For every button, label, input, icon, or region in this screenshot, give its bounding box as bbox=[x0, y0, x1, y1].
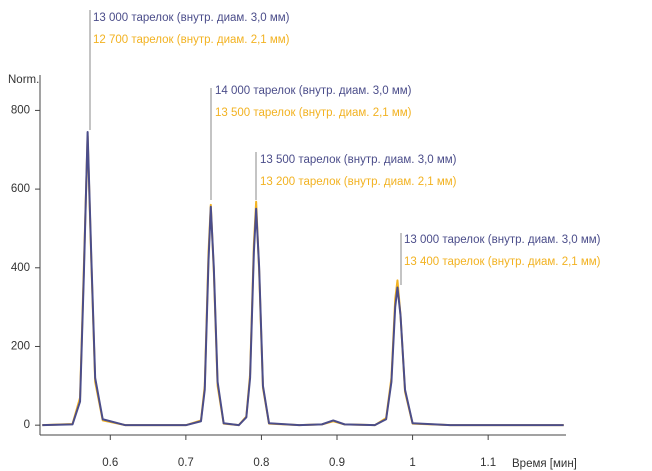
y-tick-label: 0 bbox=[24, 419, 30, 431]
x-tick-label: 1.1 bbox=[480, 457, 496, 469]
x-tick-label: 0.8 bbox=[253, 457, 269, 469]
y-tick-label: 400 bbox=[11, 262, 30, 274]
annotation-text: 14 000 тарелок (внутр. диам. 3,0 мм) bbox=[215, 85, 412, 97]
x-tick-label: 0.6 bbox=[102, 457, 118, 469]
x-tick-label: 0.9 bbox=[329, 457, 345, 469]
x-tick-label: 1 bbox=[409, 457, 415, 469]
series-line bbox=[42, 131, 564, 427]
annotation-text: 13 500 тарелок (внутр. диам. 3,0 мм) bbox=[260, 154, 457, 166]
y-tick-label: 800 bbox=[11, 104, 30, 116]
y-tick-label: 200 bbox=[11, 341, 30, 353]
x-axis-label: Время [мин] bbox=[512, 458, 577, 470]
annotation-text: 13 000 тарелок (внутр. диам. 3,0 мм) bbox=[93, 12, 290, 24]
annotation-text: 12 700 тарелок (внутр. диам. 2,1 мм) bbox=[93, 34, 290, 46]
x-tick-label: 0.7 bbox=[178, 457, 194, 469]
y-axis-label: Norm. bbox=[8, 74, 39, 86]
annotation-text: 13 200 тарелок (внутр. диам. 2,1 мм) bbox=[260, 176, 457, 188]
y-tick-label: 600 bbox=[11, 183, 30, 195]
annotation-text: 13 500 тарелок (внутр. диам. 2,1 мм) bbox=[215, 107, 412, 119]
annotation-text: 13 000 тарелок (внутр. диам. 3,0 мм) bbox=[404, 234, 601, 246]
annotation-text: 13 400 тарелок (внутр. диам. 2,1 мм) bbox=[404, 256, 601, 268]
